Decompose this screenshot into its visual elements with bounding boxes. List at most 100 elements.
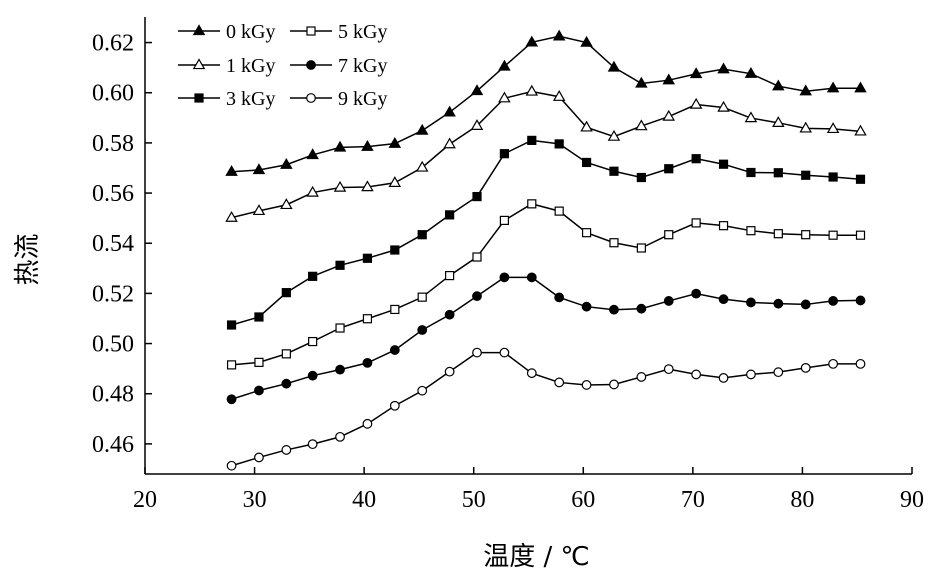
x-tick-label: 30 — [243, 487, 267, 513]
data-point — [225, 210, 238, 222]
data-point — [281, 349, 291, 359]
data-point — [609, 379, 619, 390]
data-point — [388, 136, 402, 148]
data-point — [498, 91, 511, 103]
series-5-kgy — [226, 199, 866, 370]
data-point — [689, 67, 703, 79]
data-point — [581, 228, 592, 238]
data-point — [552, 90, 566, 101]
data-point — [799, 121, 812, 133]
x-axis-label: 温度 / ℃ — [483, 542, 590, 572]
data-point — [472, 191, 482, 202]
data-point — [362, 357, 373, 368]
data-point — [417, 325, 428, 335]
data-point — [527, 135, 537, 145]
data-point — [307, 370, 318, 381]
legend-marker — [192, 58, 206, 70]
data-point — [744, 66, 758, 78]
data-point — [308, 336, 318, 347]
data-point — [636, 303, 647, 314]
legend-entry: 0 kGy — [178, 21, 275, 43]
data-point — [335, 364, 345, 375]
y-tick-label: 0.62 — [92, 31, 134, 57]
data-point — [607, 60, 621, 72]
data-point — [361, 180, 374, 192]
legend: 0 kGy 5 kGy 1 kGy 7 kGy 3 kGy 9 kGy — [178, 21, 387, 110]
data-point — [254, 312, 264, 322]
legend-label: 0 kGy — [226, 21, 275, 43]
data-point — [773, 298, 784, 309]
data-point — [662, 109, 676, 121]
data-point — [254, 357, 264, 367]
data-point — [335, 323, 345, 333]
data-point — [828, 172, 838, 182]
data-point — [333, 180, 347, 192]
legend-marker — [194, 93, 204, 103]
data-point — [580, 35, 593, 47]
data-point — [306, 148, 319, 160]
data-point — [417, 385, 428, 396]
data-point — [772, 79, 785, 91]
legend-label: 1 kGy — [226, 55, 275, 77]
data-point — [252, 163, 266, 175]
data-point — [718, 294, 729, 305]
data-point — [635, 119, 648, 131]
y-tick-label: 0.48 — [92, 382, 134, 408]
data-point — [636, 372, 647, 382]
data-point — [335, 431, 345, 442]
data-point — [663, 296, 674, 306]
data-point — [362, 253, 373, 263]
data-point — [664, 230, 674, 240]
data-point — [415, 160, 429, 172]
data-point — [472, 291, 482, 302]
data-point — [308, 271, 318, 281]
data-point — [828, 230, 838, 240]
data-point — [307, 439, 318, 450]
data-point — [663, 364, 674, 375]
data-point — [417, 230, 427, 240]
data-point — [772, 116, 785, 128]
data-point — [526, 368, 537, 379]
legend-marker — [306, 93, 316, 103]
data-point — [361, 139, 374, 151]
series-line — [231, 35, 861, 173]
data-point — [773, 168, 783, 178]
data-point — [390, 245, 400, 255]
data-point — [718, 221, 729, 231]
data-point — [826, 122, 840, 134]
data-point — [855, 230, 866, 240]
data-point — [554, 377, 565, 388]
data-point — [664, 164, 674, 174]
data-point — [800, 299, 811, 310]
data-point — [470, 119, 484, 131]
data-point — [281, 445, 292, 455]
legend-label: 7 kGy — [338, 55, 387, 77]
data-point — [390, 304, 400, 315]
data-point — [470, 84, 484, 96]
y-tick-label: 0.60 — [92, 81, 134, 107]
data-point — [225, 165, 238, 176]
data-point — [689, 97, 703, 109]
data-point — [581, 380, 592, 390]
data-point — [662, 73, 676, 85]
data-point — [498, 59, 511, 71]
x-tick-label: 90 — [900, 487, 924, 513]
data-point — [581, 301, 592, 312]
data-point — [254, 385, 264, 396]
y-tick-label: 0.58 — [92, 131, 134, 157]
x-tick-label: 60 — [571, 487, 595, 513]
data-point — [445, 270, 455, 281]
data-point — [717, 62, 730, 74]
data-point — [362, 314, 373, 324]
y-tick-label: 0.52 — [92, 281, 134, 307]
data-point — [281, 288, 291, 298]
legend-marker — [306, 60, 316, 70]
data-point — [609, 238, 619, 248]
data-point — [226, 320, 237, 330]
data-point — [607, 129, 621, 141]
legend-entry: 3 kGy — [178, 88, 275, 110]
data-point — [800, 362, 811, 373]
data-point — [333, 140, 347, 152]
